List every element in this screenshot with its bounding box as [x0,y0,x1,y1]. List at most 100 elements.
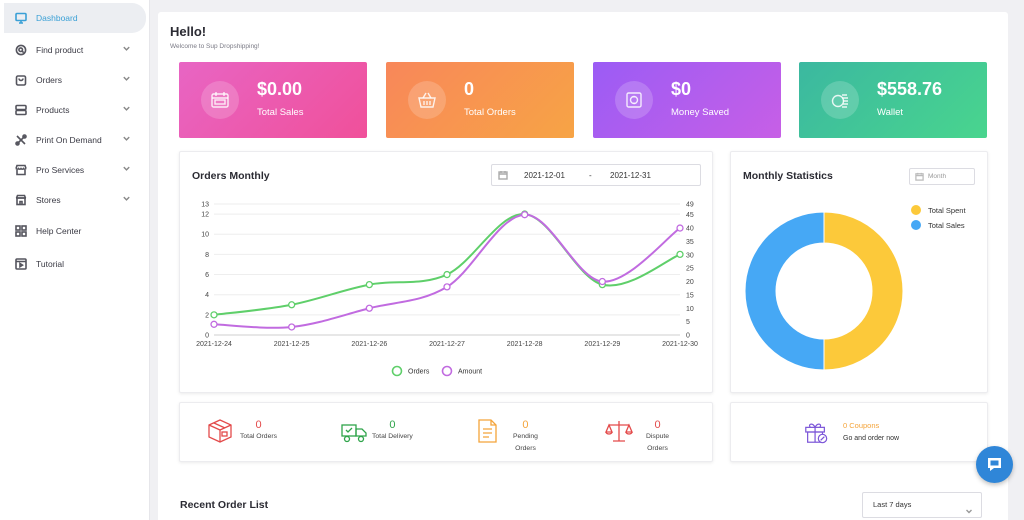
date-from[interactable]: 2021-12-01 [524,171,565,180]
orders-line-chart: 0 2 4 6 8 10 12 13 0 5 10 15 20 25 30 35 40 45 49 2021-12-2… [196,202,698,377]
y-right-tick-label: 20 [686,279,694,286]
legend-label: Total Spent [928,205,966,215]
store-icon [14,193,28,207]
stat-total-delivery: 0 Total Delivery [372,419,413,443]
legend-total-spent[interactable]: Total Spent [911,205,966,215]
legend-total-sales[interactable]: Total Sales [911,220,965,230]
stat-value: 0 [464,79,475,99]
x-tick-label: 2021-12-30 [662,341,698,348]
y-left-tick-label: 6 [205,272,209,279]
chevron-down-icon[interactable] [122,44,132,54]
range-select-value: Last 7 days [873,500,912,509]
chevron-down-icon[interactable] [122,164,132,174]
coins-icon [821,81,859,119]
legend-marker [441,365,453,377]
scale-icon [605,418,633,449]
sidebar-item-print-on-demand[interactable]: Print On Demand [4,125,146,155]
chevron-down-icon[interactable] [122,134,132,144]
data-point [365,280,373,289]
page-subtitle: Welcome to Sup Dropshipping! [170,43,260,50]
safe-icon [615,81,653,119]
data-point [676,224,684,232]
bag-icon [14,73,28,87]
stat-label: Total Orders [464,107,516,118]
stat-total-orders: 0 Total Orders [240,419,277,443]
series-line-orders [213,213,681,316]
donut-slice-total-sales[interactable] [744,211,825,371]
y-right-tick-label: 10 [686,306,694,313]
coupons-subtitle: Go and order now [843,435,900,442]
y-left-tick-label: 0 [205,333,209,340]
chat-icon [988,458,1001,471]
y-right-tick-label: 25 [686,266,694,273]
main-content: Hello! Welcome to Sup Dropshipping! $0.0… [158,12,1008,520]
truck-icon [340,419,368,450]
search-icon [14,43,28,57]
y-left-tick-label: 12 [201,212,209,219]
data-point [521,211,529,219]
stat-label: Total Orders [240,433,278,440]
sidebar-item-tutorial[interactable]: Tutorial [4,249,146,279]
chevron-down-icon[interactable] [122,74,132,84]
gift-icon [803,419,829,450]
y-left-tick-label: 4 [205,292,209,299]
stat-label: Dispute [646,433,670,440]
sidebar-item-dashboard[interactable]: Dashboard [4,3,146,33]
range-select[interactable]: Last 7 days [862,492,982,518]
y-right-tick-label: 15 [686,292,694,299]
stat-card-wallet[interactable]: $558.76 Wallet [799,62,987,138]
y-left-tick-label: 13 [201,202,209,209]
sidebar-item-label: Stores [36,195,61,205]
x-tick-label: 2021-12-28 [507,341,543,348]
data-point [288,301,296,309]
stat-value: 0 [522,419,529,431]
date-to[interactable]: 2021-12-31 [610,171,651,180]
sidebar-item-pro-services[interactable]: Pro Services [4,155,146,185]
data-point [365,304,373,312]
y-right-tick-label: 0 [686,333,690,340]
sidebar-item-label: Find product [36,45,84,55]
chat-button[interactable] [976,446,1013,483]
stat-label: Orders [515,445,536,452]
chevron-down-icon[interactable] [122,194,132,204]
data-point [288,323,296,331]
chevron-down-icon[interactable] [122,104,132,114]
y-right-tick-label: 45 [686,212,694,219]
sidebar-item-find-product[interactable]: Find product [4,35,146,65]
sidebar-item-orders[interactable]: Orders [4,65,146,95]
sidebar-item-stores[interactable]: Stores [4,185,146,215]
x-tick-label: 2021-12-29 [584,341,620,348]
coupons-panel[interactable]: 0 Coupons Go and order now [730,402,988,462]
grid-icon [14,224,28,238]
stat-pending-orders: 0 Pending Orders [513,419,538,455]
monthly-donut-chart [744,211,904,371]
legend-label: Total Sales [928,220,965,230]
sidebar-item-products[interactable]: Products [4,95,146,125]
orders-monthly-title: Orders Monthly [192,170,270,182]
sidebar-item-label: Products [36,105,70,115]
play-square-icon [14,257,28,271]
sidebar-item-help-center[interactable]: Help Center [4,216,146,246]
stat-value: 0 [654,419,661,431]
donut-slice-total-spent[interactable] [823,211,904,371]
x-tick-label: 2021-12-27 [429,341,465,348]
legend-dot [911,220,921,230]
y-right-tick-label: 5 [686,319,690,326]
stat-card-total-sales[interactable]: $0.00 Total Sales [179,62,367,138]
data-point [443,270,451,279]
monthly-statistics-title: Monthly Statistics [743,170,833,182]
storefront-icon [14,163,28,177]
x-tick-label: 2021-12-25 [274,341,310,348]
stat-card-total-orders[interactable]: 0 Total Orders [386,62,574,138]
stat-label: Money Saved [671,107,730,118]
stat-label: Total Delivery [372,433,413,440]
month-picker[interactable]: Month [909,168,975,185]
chevron-down-icon [965,501,973,514]
data-point [210,311,218,319]
y-left-tick-label: 8 [205,252,209,259]
date-range-picker[interactable]: 2021-12-01 - 2021-12-31 [491,164,701,186]
stat-value: $0 [671,79,692,99]
calendar-sale-icon [201,81,239,119]
page-title: Hello! [170,24,207,39]
stat-card-money-saved[interactable]: $0 Money Saved [593,62,781,138]
